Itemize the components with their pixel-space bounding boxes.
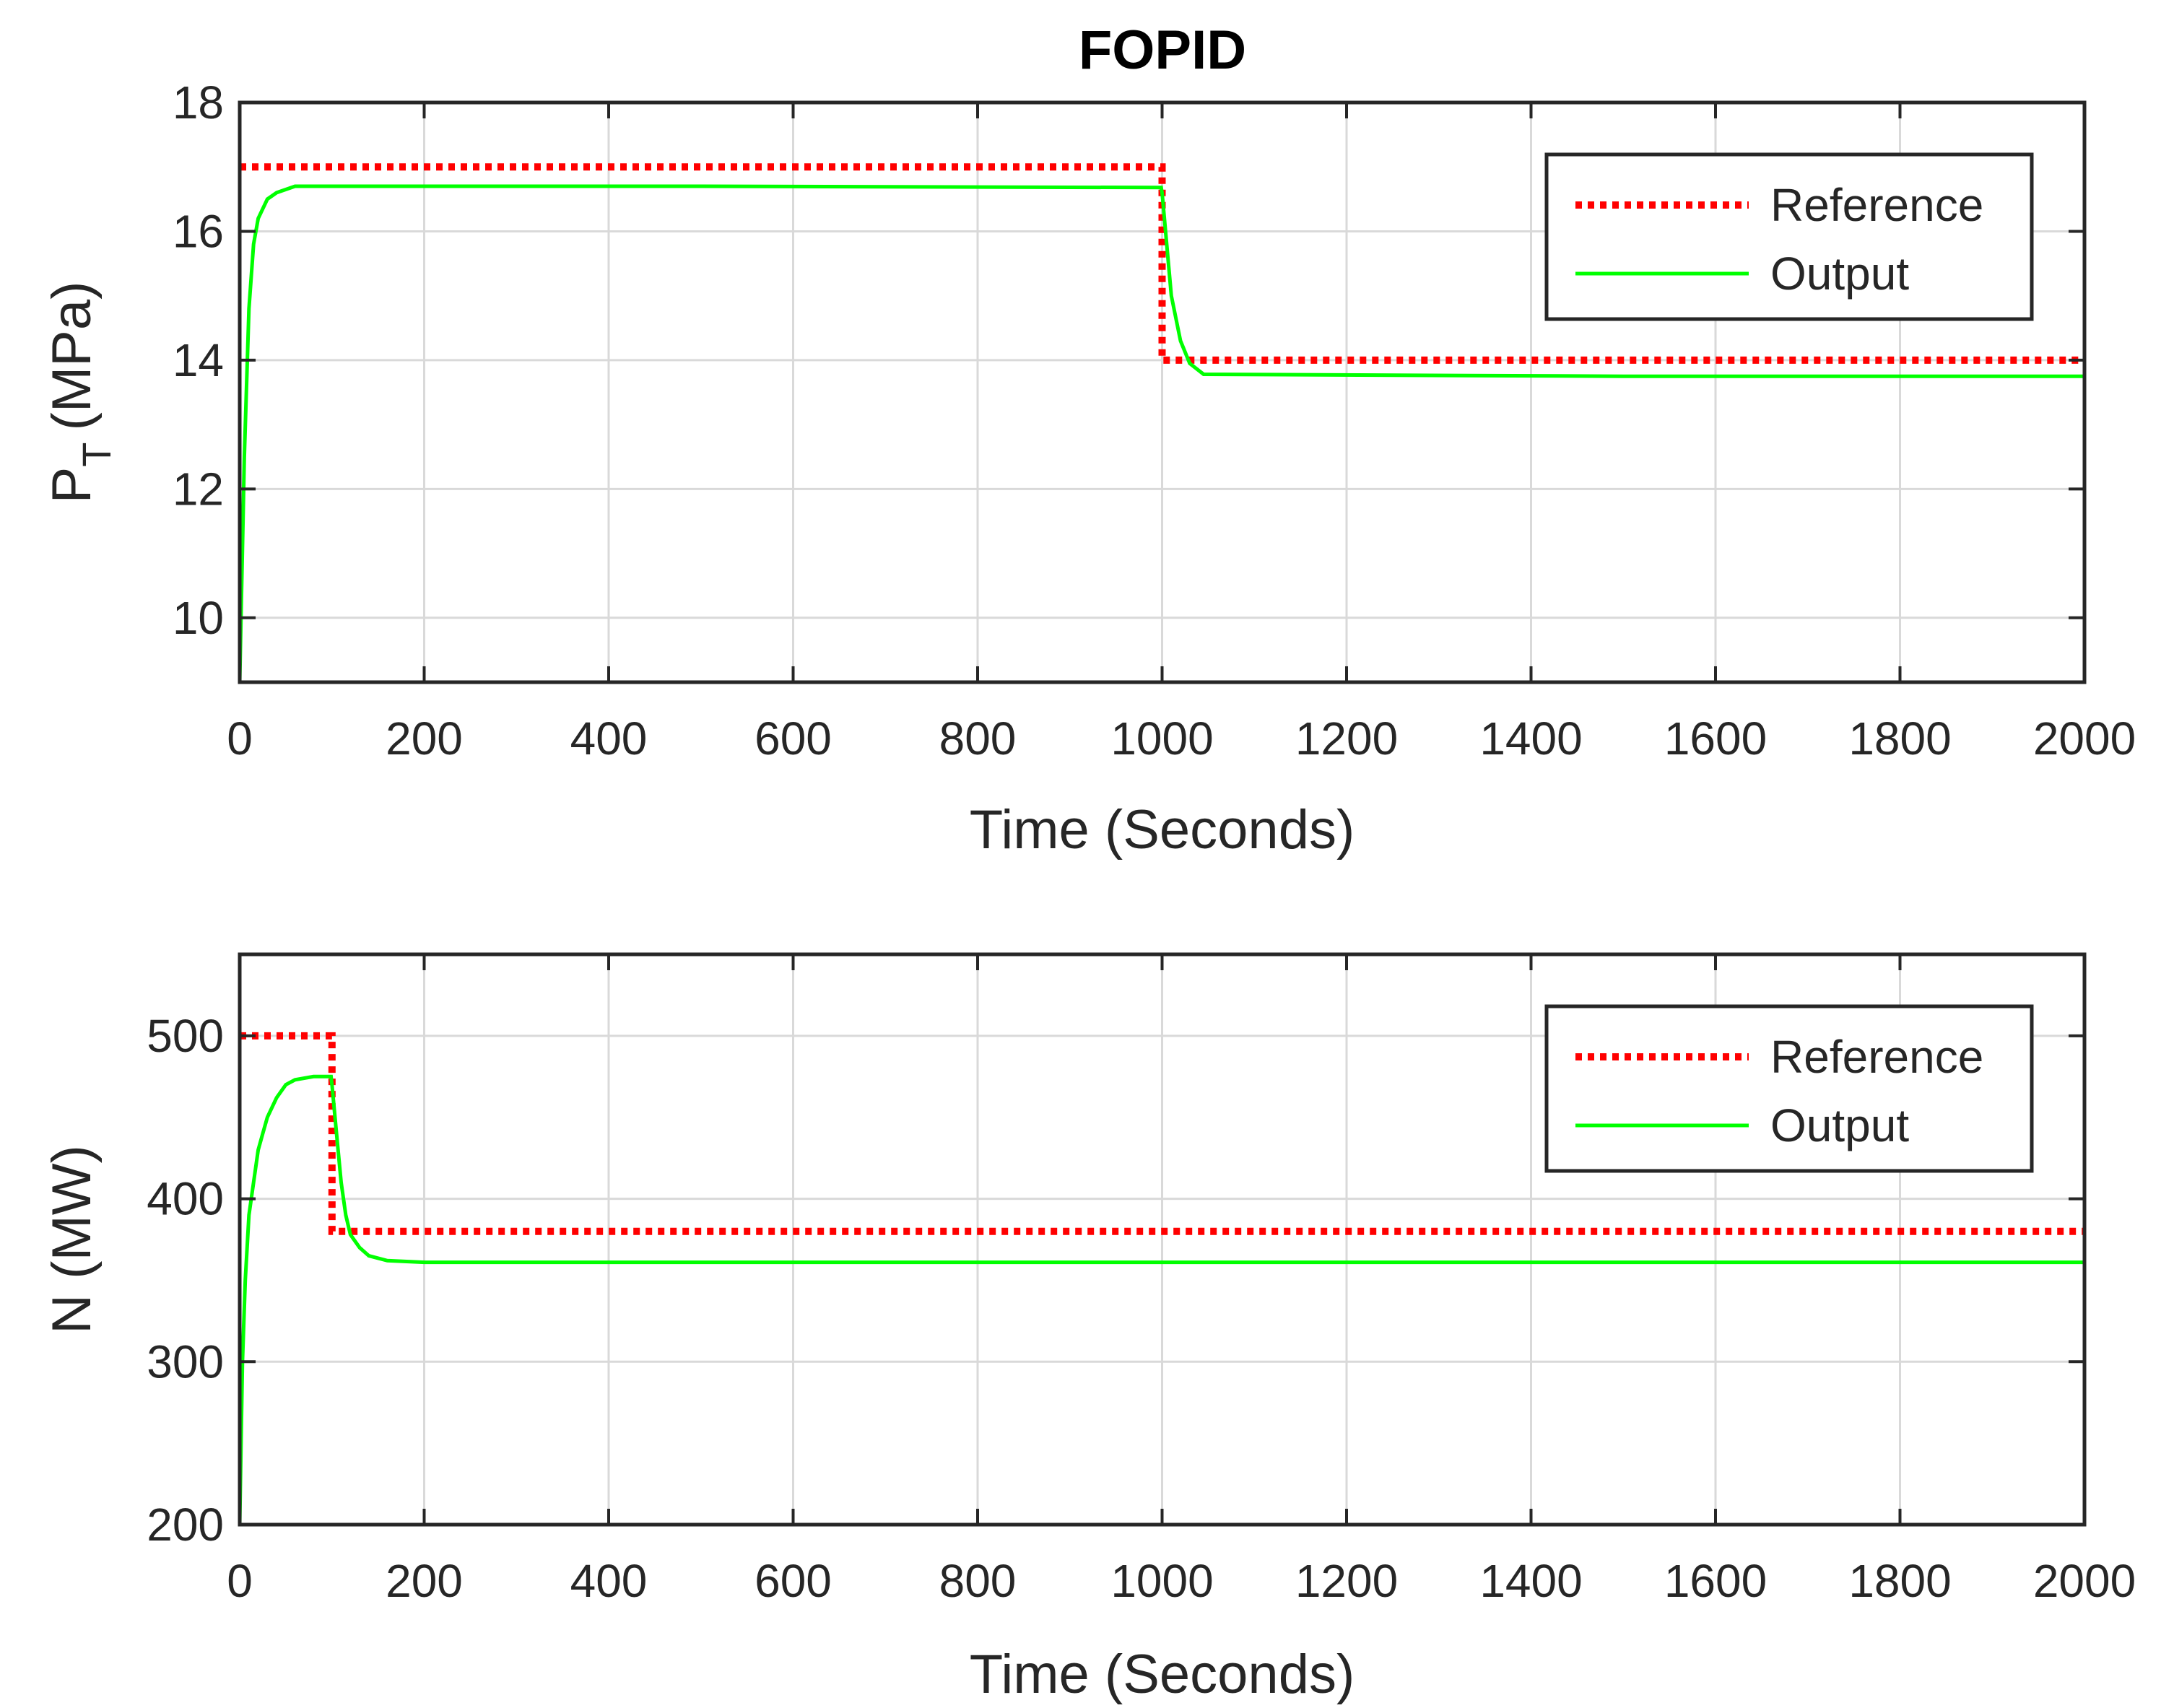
pressure-x-tick-label: 1600 (1664, 713, 1767, 764)
pressure-y-tick-label: 18 (173, 77, 224, 128)
pressure-x-tick-label: 600 (755, 713, 832, 764)
subplot-power: 0 200 400 600 800 1000 1200 1400 1600 1800 2000200… (41, 952, 2136, 1705)
pressure-x-tick-label: 1400 (1479, 713, 1582, 764)
power-y-tick-label: 300 (147, 1336, 224, 1387)
figure-title: FOPID (1079, 19, 1246, 81)
pressure-series (238, 163, 2084, 683)
power-series (238, 1032, 2084, 1525)
pressure-legend-label-reference: Reference (1770, 179, 1983, 231)
pressure-legend-label-output: Output (1770, 248, 1909, 300)
power-x-tick-label: 0 (227, 1555, 253, 1607)
pressure-y-axis-label: PT (MPa) (41, 282, 119, 504)
power-x-tick-label: 400 (570, 1555, 648, 1607)
pressure-y-tick-label: 10 (173, 592, 224, 644)
power-legend: Reference Output (1544, 1004, 2034, 1173)
pressure-x-tick-label: 0 (227, 713, 253, 764)
power-y-axis-label: N (MW) (41, 1145, 103, 1334)
power-x-axis-label: Time (Seconds) (970, 1644, 1355, 1705)
pressure-y-tick-label: 12 (173, 463, 224, 515)
pressure-ticks: 0 200 400 600 800 1000 1200 1400 1600 1800 2000 10 1… (173, 77, 2136, 764)
power-ticks: 0 200 400 600 800 1000 1200 1400 1600 1800 2000200… (147, 954, 2136, 1607)
subplot-pressure: 0 200 400 600 800 1000 1200 1400 1600 1800 2000 10 1… (41, 77, 2136, 860)
power-series-reference (240, 1032, 2084, 1235)
power-legend-label-output: Output (1770, 1099, 1909, 1151)
power-x-tick-label: 200 (386, 1555, 463, 1607)
pressure-legend-box (1544, 152, 2034, 321)
power-legend-label-reference: Reference (1770, 1031, 1983, 1083)
pressure-y-tick-label: 16 (173, 205, 224, 257)
power-x-tick-label: 1400 (1479, 1555, 1582, 1607)
pressure-x-tick-label: 2000 (2033, 713, 2136, 764)
power-x-tick-label: 1600 (1664, 1555, 1767, 1607)
pressure-series-output (238, 184, 2084, 683)
pressure-y-label-subscript: T (74, 442, 119, 466)
pressure-x-tick-label: 1800 (1848, 713, 1951, 764)
pressure-y-tick-label: 14 (173, 334, 224, 386)
power-legend-box (1544, 1004, 2034, 1173)
pressure-x-tick-label: 1000 (1110, 713, 1213, 764)
power-y-tick-label: 400 (147, 1173, 224, 1225)
pressure-y-label-main: P (41, 467, 103, 504)
power-x-tick-label: 1000 (1110, 1555, 1213, 1607)
power-x-tick-label: 2000 (2033, 1555, 2136, 1607)
pressure-y-label-unit: (MPa) (41, 282, 103, 431)
power-x-tick-label: 1200 (1295, 1555, 1398, 1607)
power-y-tick-label: 200 (147, 1499, 224, 1551)
pressure-legend: Reference Output (1544, 152, 2034, 321)
power-x-tick-label: 1800 (1848, 1555, 1951, 1607)
pressure-x-tick-label: 800 (939, 713, 1017, 764)
power-y-tick-label: 500 (147, 1010, 224, 1062)
power-x-tick-label: 600 (755, 1555, 832, 1607)
power-series-output (238, 1074, 2084, 1525)
pressure-x-tick-label: 1200 (1295, 713, 1398, 764)
pressure-x-tick-label: 200 (386, 713, 463, 764)
power-x-tick-label: 800 (939, 1555, 1017, 1607)
pressure-x-tick-label: 400 (570, 713, 648, 764)
pressure-x-axis-label: Time (Seconds) (970, 799, 1355, 860)
pressure-series-reference (240, 163, 2084, 364)
